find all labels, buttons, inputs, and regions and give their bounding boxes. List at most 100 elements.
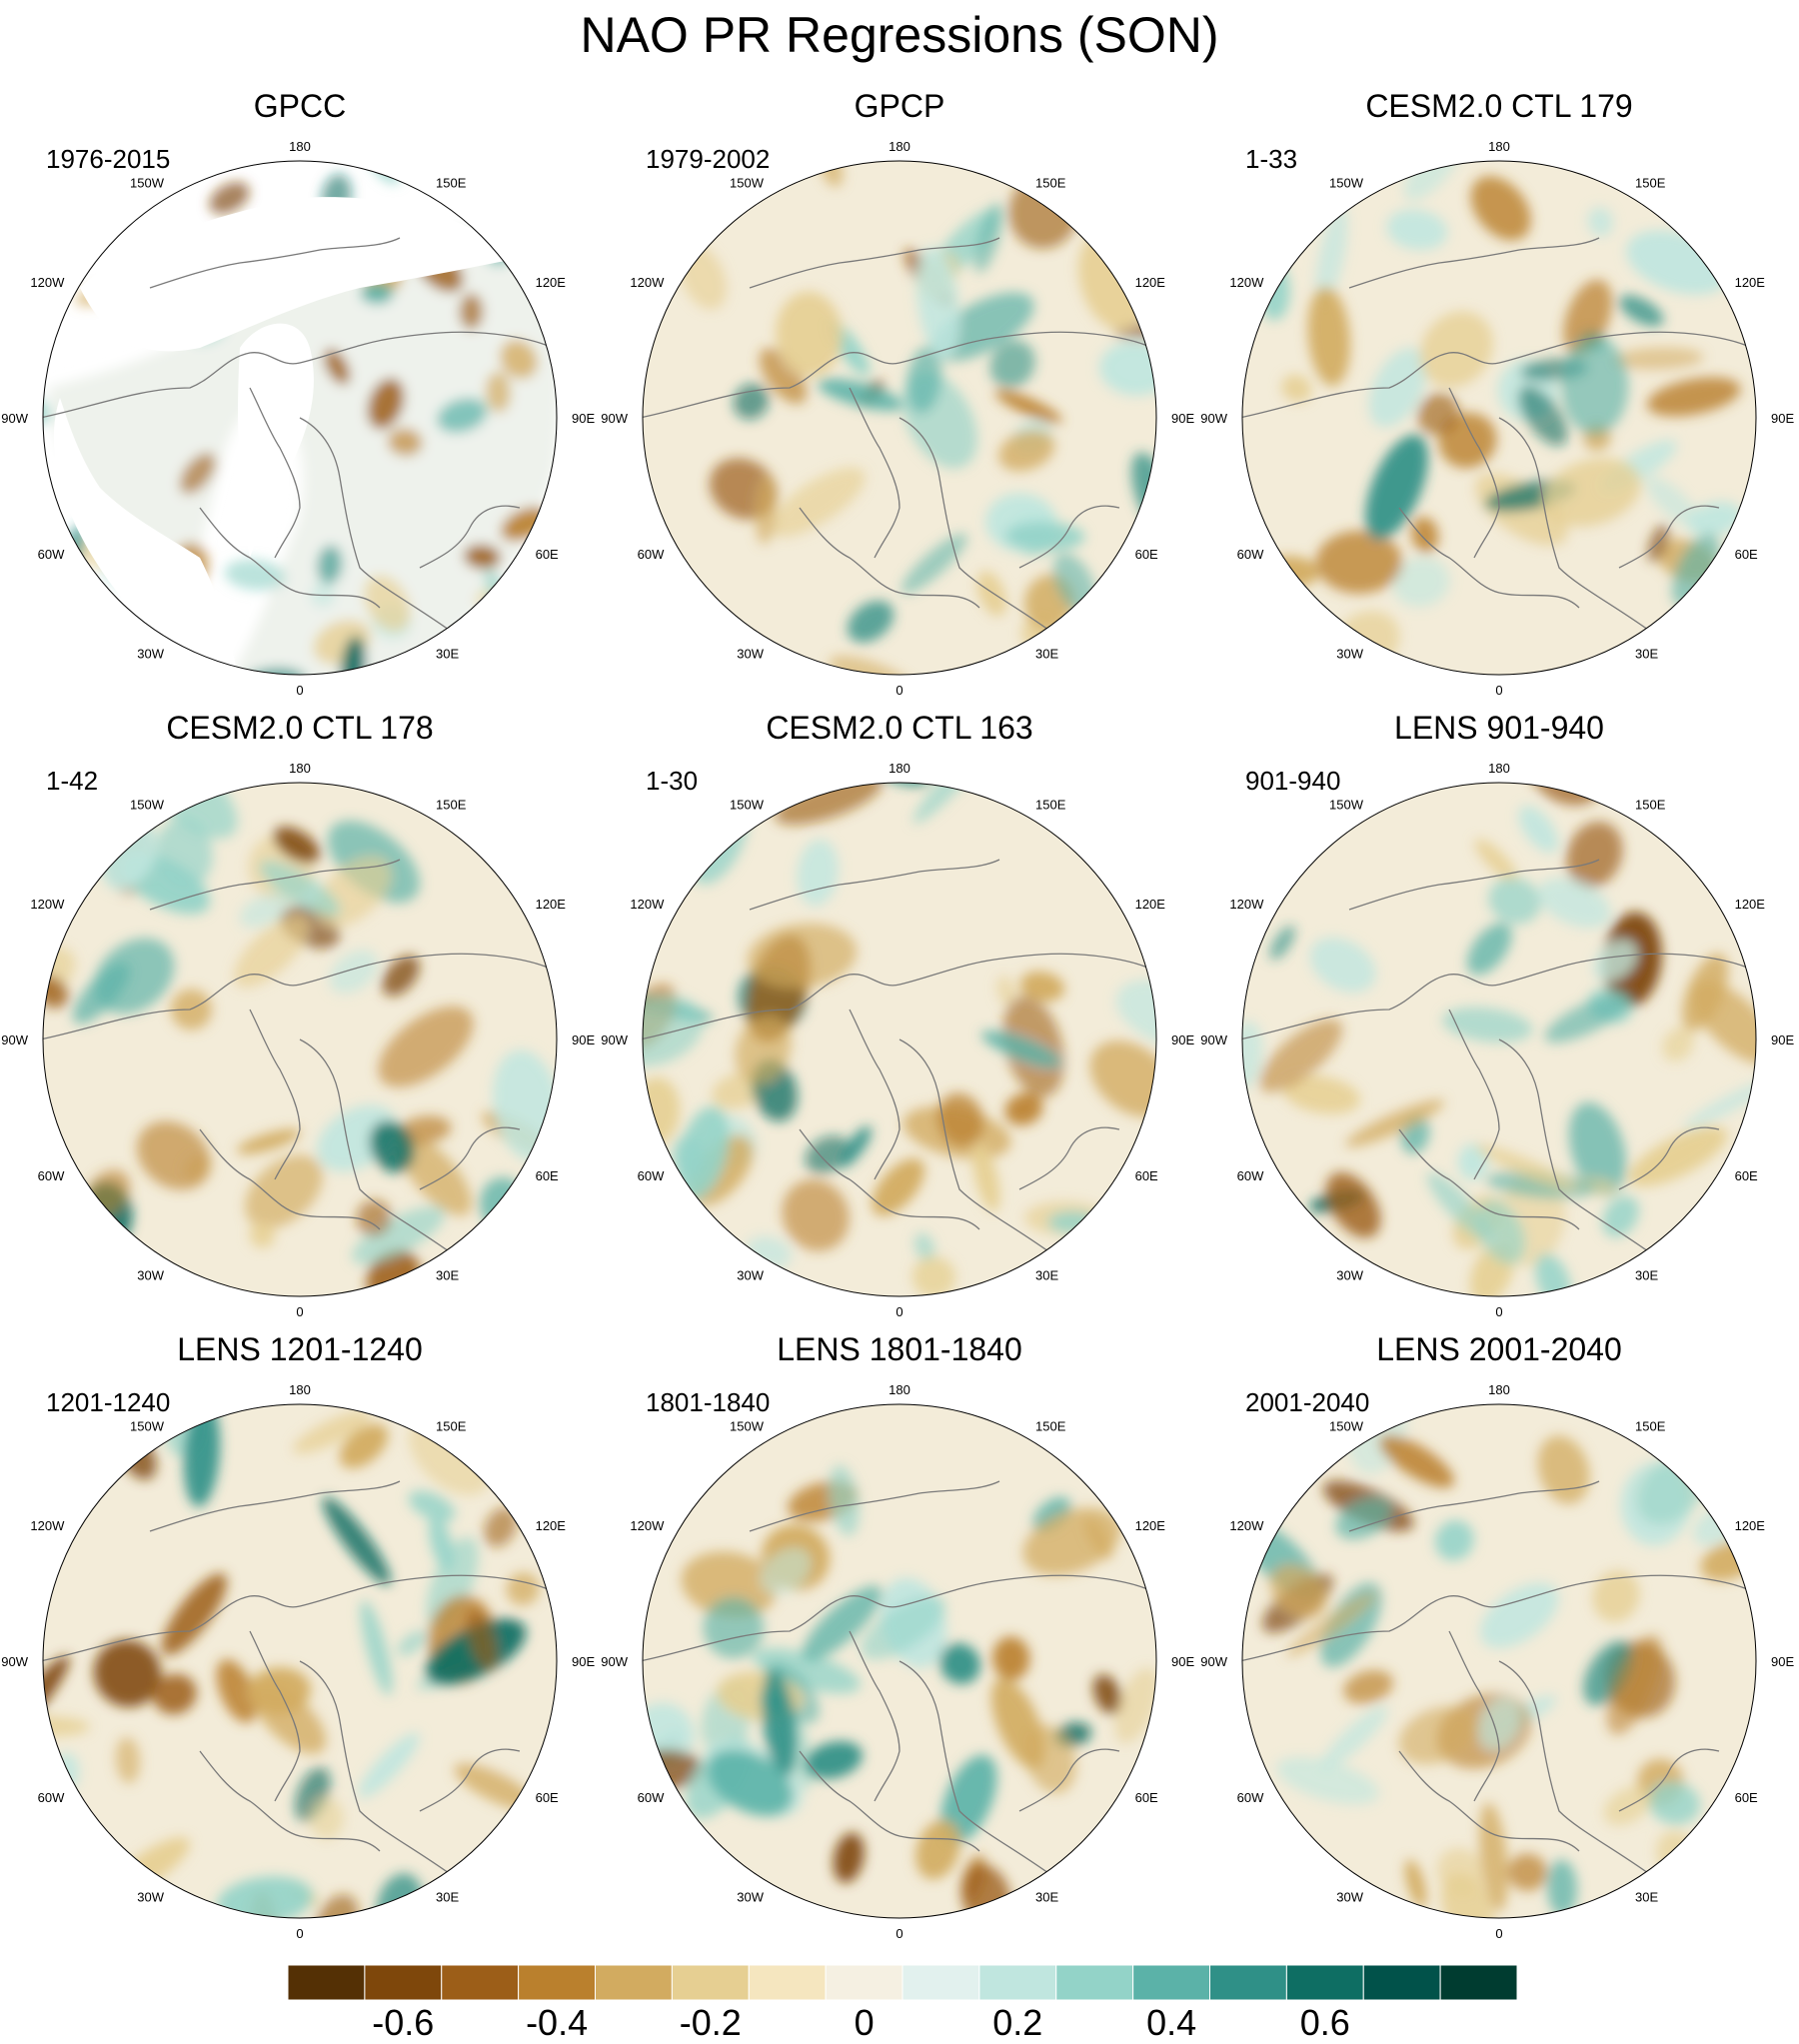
colorbar-swatch [825, 1965, 903, 2000]
longitude-label: 0 [1495, 1304, 1502, 1319]
longitude-label: 120W [1229, 897, 1264, 912]
longitude-label: 150E [1635, 797, 1666, 812]
colorbar-swatch [671, 1965, 750, 2000]
longitude-label: 30W [137, 1890, 164, 1905]
longitude-label: 60W [1237, 547, 1264, 562]
longitude-label: 60E [1135, 1790, 1158, 1805]
longitude-label: 120W [1229, 275, 1264, 290]
longitude-label: 120E [536, 897, 567, 912]
longitude-label: 90W [1, 411, 28, 426]
colorbar-tick-label: 0 [854, 2002, 875, 2043]
panel-title: CESM2.0 CTL 163 [766, 710, 1033, 746]
polar-map: 180 150E 120E 90E 60E 30E 0 30W 60W 90W 120W 150W [1, 139, 595, 698]
longitude-label: 120E [1735, 275, 1766, 290]
longitude-label: 150E [1035, 175, 1066, 190]
longitude-label: 30E [1035, 647, 1058, 662]
longitude-label: 30W [737, 1890, 764, 1905]
polar-map: 180 150E 120E 90E 60E 30E 0 30W 60W 90W 120W 150W [601, 761, 1194, 1319]
longitude-label: 180 [289, 1382, 311, 1397]
longitude-label: 150E [436, 175, 467, 190]
colorbar-swatch [518, 1965, 597, 2000]
longitude-label: 150W [130, 1418, 165, 1433]
longitude-label: 90E [1771, 1032, 1794, 1047]
longitude-label: 60E [536, 1168, 559, 1183]
longitude-label: 150W [1329, 175, 1364, 190]
longitude-label: 180 [1488, 1382, 1510, 1397]
longitude-label: 0 [296, 1304, 303, 1319]
map-panel: 180 150E 120E 90E 60E 30E 0 30W 60W 90W 120W 150W CE… [600, 710, 1199, 1329]
map-panel: 180 150E 120E 90E 60E 30E 0 30W 60W 90W 120W 150W GP… [0, 88, 600, 708]
longitude-label: 60W [638, 547, 665, 562]
longitude-label: 0 [296, 683, 303, 698]
colorbar-tick-label: 0.6 [1299, 2002, 1350, 2043]
map-panel: 180 150E 120E 90E 60E 30E 0 30W 60W 90W 120W 150W CE… [1199, 88, 1799, 708]
longitude-label: 60W [1237, 1168, 1264, 1183]
panel-period: 1801-1840 [646, 1387, 771, 1417]
map-panel: 180 150E 120E 90E 60E 30E 0 30W 60W 90W 120W 150W LE… [600, 1331, 1199, 1951]
longitude-label: 60W [38, 1168, 65, 1183]
colorbar-tick-label: 0.4 [1146, 2002, 1197, 2043]
longitude-label: 90W [1200, 1654, 1227, 1669]
longitude-label: 150W [730, 175, 765, 190]
longitude-label: 120W [630, 275, 665, 290]
panel-period: 1-42 [46, 766, 99, 796]
longitude-label: 60W [1237, 1790, 1264, 1805]
longitude-label: 120E [536, 1518, 567, 1533]
panel-title: GPCC [253, 88, 347, 124]
colorbar-swatch [1362, 1965, 1441, 2000]
longitude-label: 60W [638, 1168, 665, 1183]
colorbar-swatch [1209, 1965, 1287, 2000]
colorbar-swatch [1055, 1965, 1134, 2000]
longitude-label: 180 [1488, 139, 1510, 154]
longitude-label: 0 [1495, 1926, 1502, 1941]
longitude-label: 0 [896, 683, 902, 698]
longitude-label: 120E [1135, 897, 1166, 912]
longitude-label: 30W [1336, 1268, 1363, 1283]
longitude-label: 150E [436, 1418, 467, 1433]
longitude-label: 150E [1035, 1418, 1066, 1433]
panel-title: LENS 901-940 [1394, 710, 1604, 746]
longitude-label: 30E [436, 647, 459, 662]
longitude-label: 30W [737, 647, 764, 662]
colorbar-tick-label: -0.6 [372, 2002, 435, 2043]
colorbar-swatch [595, 1965, 673, 2000]
longitude-label: 150W [130, 175, 165, 190]
longitude-label: 30E [1635, 1268, 1658, 1283]
longitude-label: 180 [889, 139, 910, 154]
colorbar-tick-label: -0.4 [526, 2002, 589, 2043]
longitude-label: 150E [1635, 1418, 1666, 1433]
longitude-label: 90W [601, 411, 628, 426]
longitude-label: 90W [1200, 1032, 1227, 1047]
longitude-label: 90E [1171, 1032, 1194, 1047]
panel-title: CESM2.0 CTL 179 [1365, 88, 1633, 124]
longitude-label: 120E [1135, 1518, 1166, 1533]
polar-map: 180 150E 120E 90E 60E 30E 0 30W 60W 90W 120W 150W [601, 139, 1194, 698]
polar-map: 180 150E 120E 90E 60E 30E 0 30W 60W 90W 120W 150W [1200, 139, 1794, 698]
longitude-label: 150E [1635, 175, 1666, 190]
polar-map: 180 150E 120E 90E 60E 30E 0 30W 60W 90W 120W 150W [1, 761, 595, 1319]
longitude-label: 60E [1735, 1168, 1758, 1183]
longitude-label: 120E [1135, 275, 1166, 290]
colorbar-swatch [288, 1965, 366, 2000]
colorbar-swatch [441, 1965, 520, 2000]
polar-map: 180 150E 120E 90E 60E 30E 0 30W 60W 90W 120W 150W [1200, 1382, 1794, 1941]
panel-period: 1979-2002 [646, 144, 771, 174]
longitude-label: 0 [896, 1926, 902, 1941]
colorbar-swatch [978, 1965, 1057, 2000]
panel-period: 1-33 [1245, 144, 1298, 174]
longitude-label: 120W [30, 897, 65, 912]
map-panel: 180 150E 120E 90E 60E 30E 0 30W 60W 90W 120W 150W CE… [0, 710, 600, 1329]
panel-period: 2001-2040 [1245, 1387, 1370, 1417]
longitude-label: 90E [572, 1032, 595, 1047]
colorbar-swatch [1285, 1965, 1364, 2000]
longitude-label: 90E [1171, 1654, 1194, 1669]
longitude-label: 60E [1735, 547, 1758, 562]
longitude-label: 0 [296, 1926, 303, 1941]
longitude-label: 150E [436, 797, 467, 812]
panel-period: 1-30 [646, 766, 699, 796]
map-panel: 180 150E 120E 90E 60E 30E 0 30W 60W 90W 120W 150W LE… [1199, 710, 1799, 1329]
colorbar-tick-label: -0.2 [679, 2002, 742, 2043]
longitude-label: 150W [730, 1418, 765, 1433]
longitude-label: 90E [1171, 411, 1194, 426]
longitude-label: 60W [38, 547, 65, 562]
